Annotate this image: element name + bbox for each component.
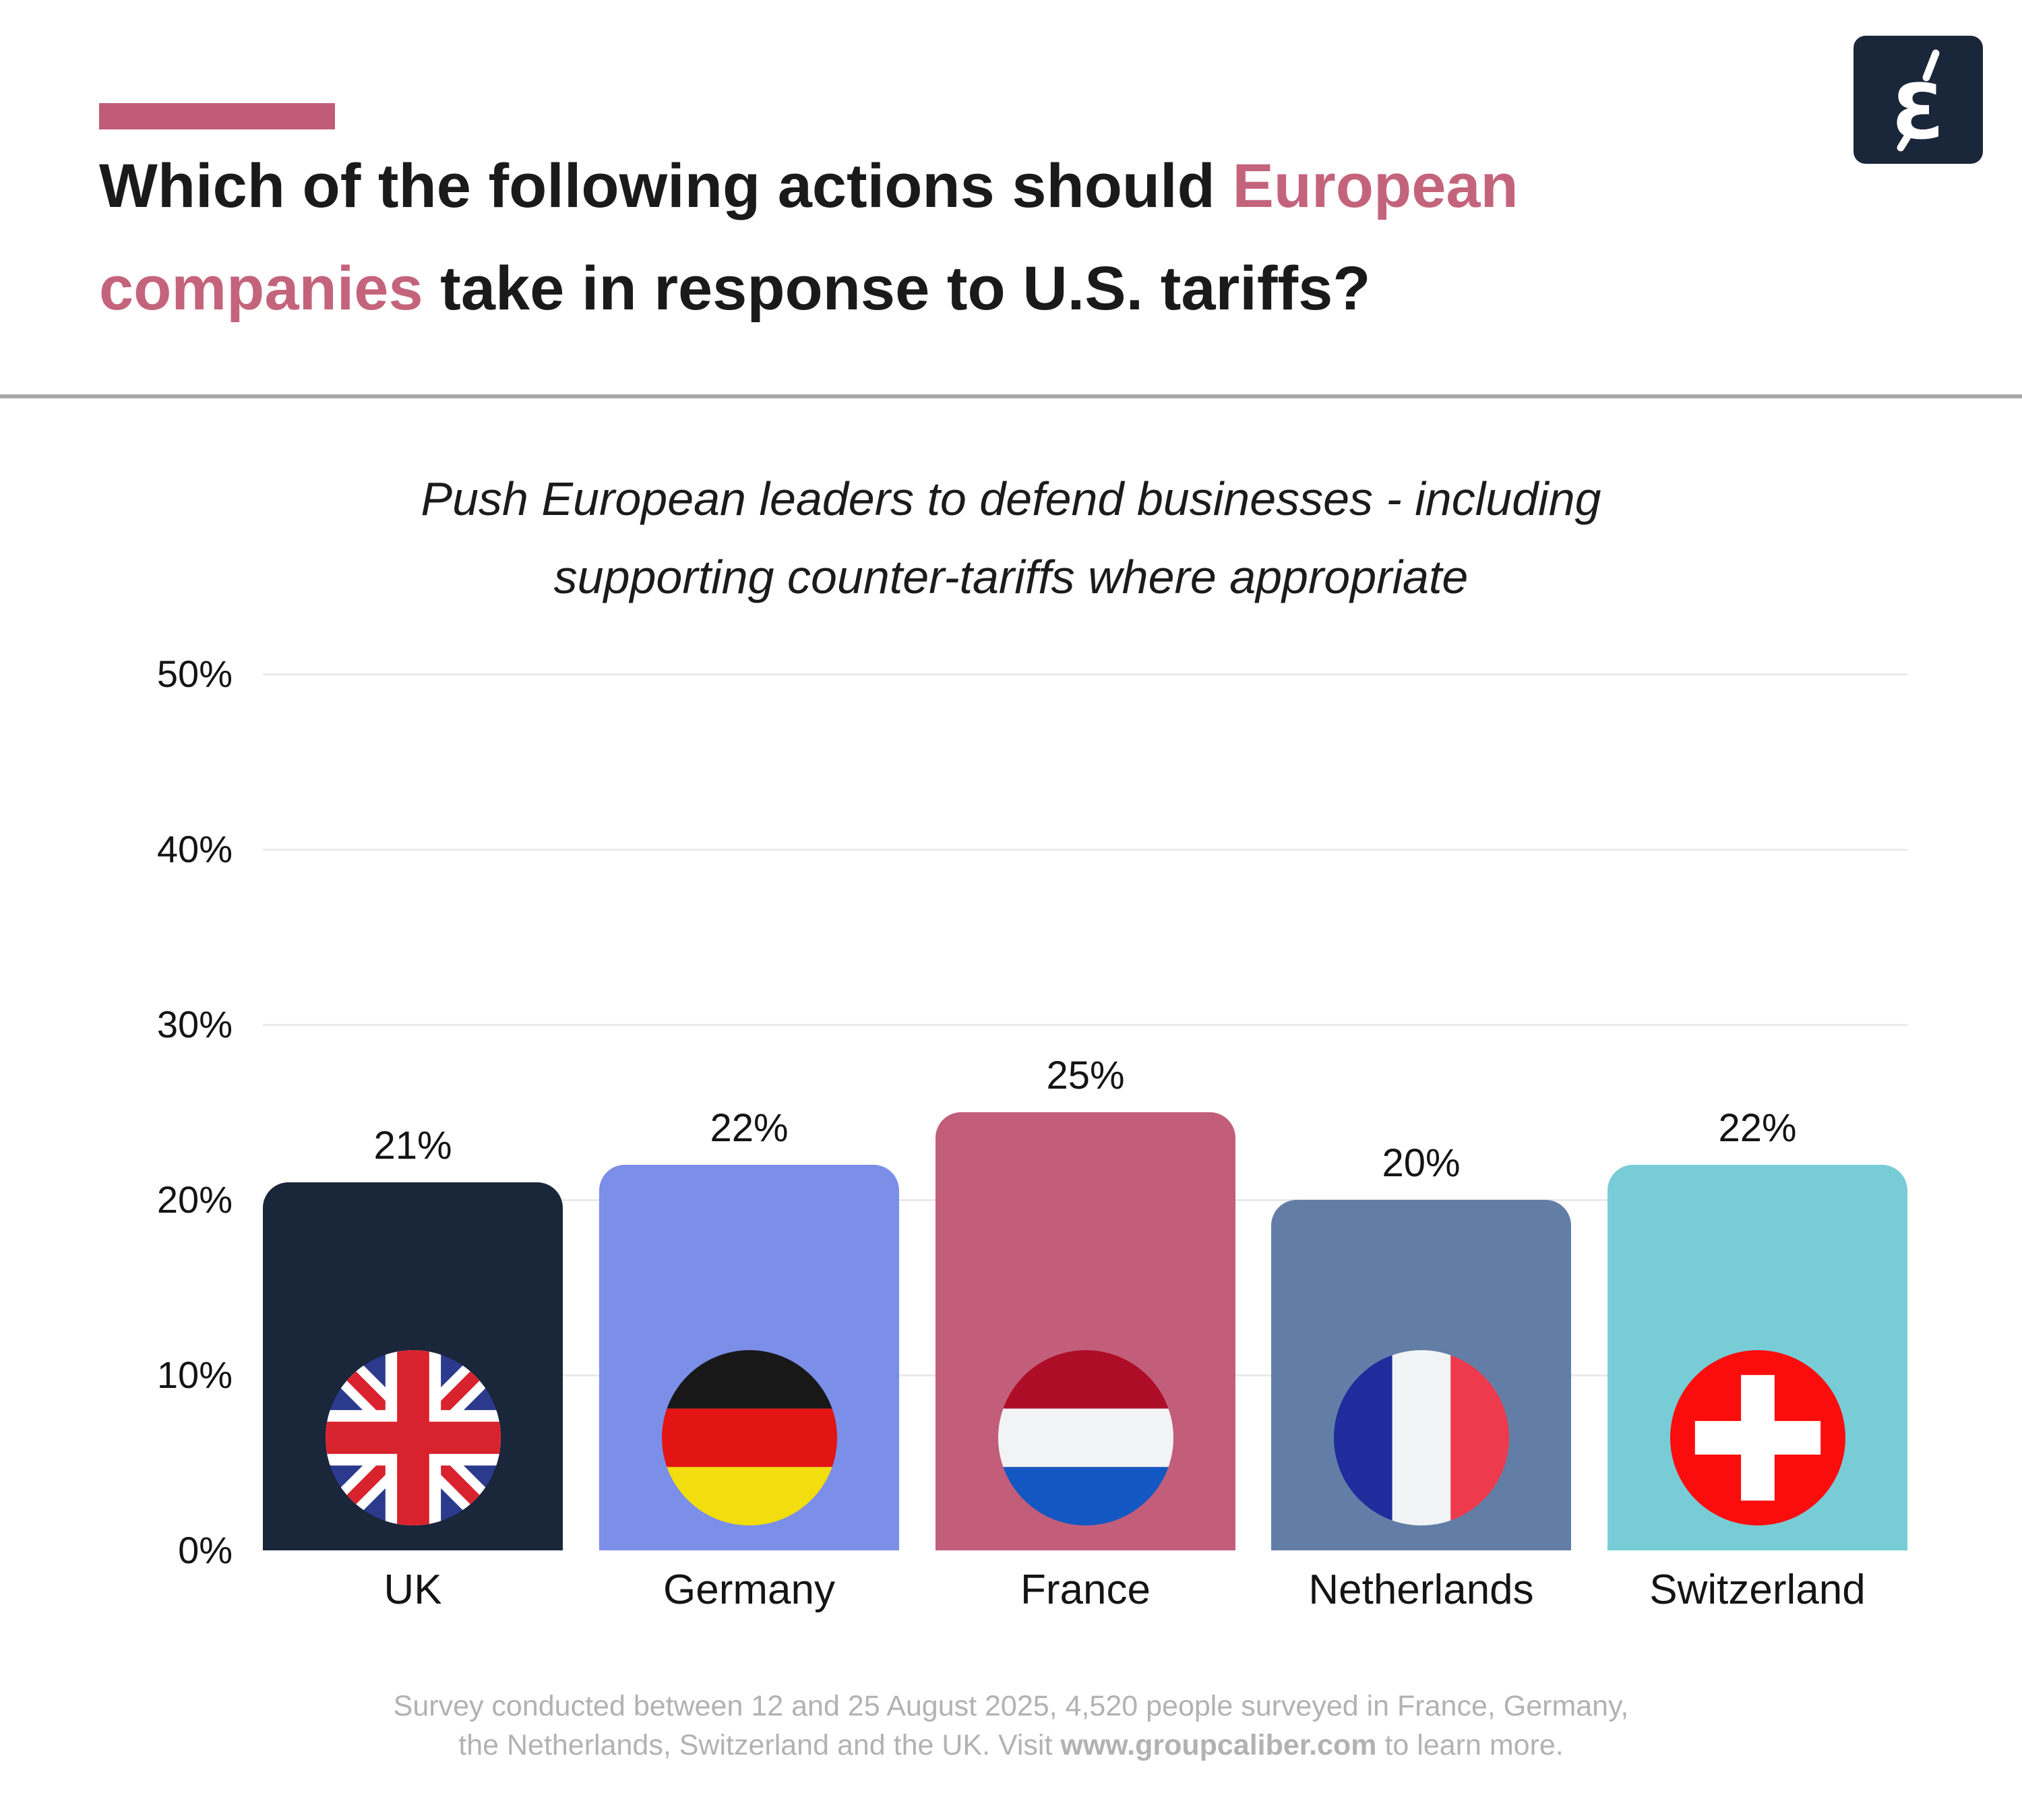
germany-flag-icon	[662, 1350, 837, 1525]
uk-flag-icon	[326, 1350, 501, 1525]
bar-chart-plot-area: 50% 40% 30% 20% 10% 0% 21% UK 22% Germany 25% Fr…	[157, 655, 1907, 1613]
bar-column-uk: 21% UK	[263, 674, 563, 1613]
page-title-line: companies take in response to U.S. tarif…	[99, 237, 1825, 340]
x-axis-label-netherlands: Netherlands	[1308, 1567, 1534, 1613]
logo-slash-stroke	[1897, 126, 1916, 152]
y-axis-tick-20%: 20%	[156, 1178, 233, 1221]
gridline-40%	[263, 849, 1907, 851]
bar-column-france: 25% France	[936, 674, 1235, 1613]
bar-column-netherlands: 20% Netherlands	[1271, 674, 1571, 1613]
header-divider	[0, 394, 2022, 398]
chart-subtitle: Push European leaders to defend business…	[421, 473, 1601, 603]
source-note: Survey conducted between 12 and 25 Augus…	[0, 1687, 2022, 1765]
source-note-line2-pre: the Netherlands, Switzerland and the UK.…	[458, 1729, 1061, 1761]
switzerland-flag-icon	[1670, 1350, 1845, 1525]
brand-logo: Ɛ	[1854, 36, 1983, 164]
title-highlight-text: European	[1232, 152, 1519, 220]
source-url: www.groupcaliber.com	[1060, 1729, 1377, 1761]
x-axis-label-germany: Germany	[663, 1567, 835, 1613]
accent-bar	[99, 103, 335, 129]
title-text: Which of the following actions should	[99, 152, 1233, 220]
logo-accent-stroke	[1922, 49, 1940, 82]
y-axis-tick-50%: 50%	[156, 653, 233, 695]
y-axis-tick-40%: 40%	[156, 828, 233, 870]
bar-value-label-netherlands: 20%	[1382, 1141, 1461, 1185]
gridline-30%	[263, 1024, 1907, 1026]
page-title: Which of the following actions should Eu…	[99, 135, 1825, 340]
title-highlight-text: companies	[99, 254, 423, 323]
netherlands-flag-icon	[998, 1350, 1173, 1525]
source-note-line2-post: to learn more.	[1376, 1729, 1564, 1761]
page-title-line: Which of the following actions should Eu…	[99, 135, 1825, 237]
title-text: take in response to U.S. tariffs?	[423, 254, 1371, 323]
bar-column-germany: 22% Germany	[599, 674, 899, 1613]
bar-value-label-uk: 21%	[373, 1124, 452, 1167]
bar-value-label-france: 25%	[1046, 1054, 1125, 1097]
source-note-line1: Survey conducted between 12 and 25 Augus…	[393, 1690, 1629, 1722]
x-axis-label-switzerland: Switzerland	[1649, 1567, 1866, 1613]
gridline-50%	[263, 673, 1907, 675]
bar-column-switzerland: 22% Switzerland	[1607, 674, 1907, 1613]
source-note-line2: the Netherlands, Switzerland and the UK.…	[0, 1726, 2022, 1765]
x-axis-label-uk: UK	[384, 1567, 442, 1613]
bar-value-label-switzerland: 22%	[1718, 1106, 1797, 1150]
france-flag-icon	[1334, 1350, 1509, 1525]
bar-value-label-germany: 22%	[710, 1106, 789, 1150]
y-axis-tick-0%: 0%	[178, 1529, 233, 1571]
y-axis-tick-30%: 30%	[156, 1003, 233, 1045]
x-axis-label-france: France	[1020, 1567, 1151, 1613]
y-axis-tick-10%: 10%	[156, 1354, 233, 1396]
epsilon-logo-icon: Ɛ	[1892, 49, 1944, 156]
